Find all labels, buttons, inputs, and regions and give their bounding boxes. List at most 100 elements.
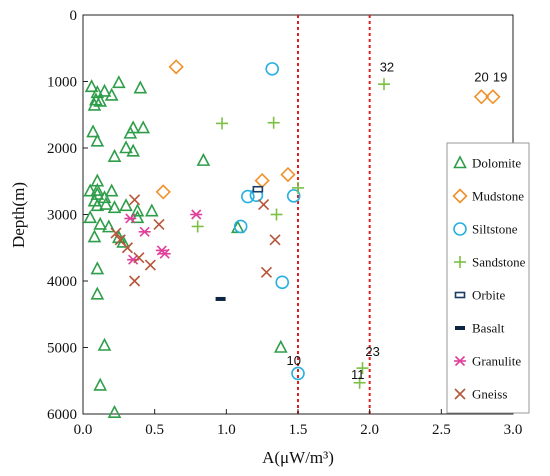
y-axis-title: Depth(m) — [9, 182, 28, 248]
x-tick-label: 1.0 — [217, 422, 236, 438]
point-annotation: 23 — [365, 344, 379, 359]
dolomite-point — [130, 203, 145, 217]
siltstone-point — [241, 189, 255, 204]
sandstone-point — [292, 181, 304, 194]
dolomite-point — [93, 93, 108, 107]
point-annotation: 10 — [287, 353, 301, 368]
point-annotation: 32 — [380, 60, 394, 75]
orbite-point — [252, 185, 264, 193]
legend-swatch — [453, 155, 467, 169]
legend-item-gneiss: Gneiss — [454, 387, 507, 402]
sandstone-point — [191, 220, 204, 233]
x-axis-ticks: 0.0 0.5 1.0 1.5 2.0 2.5 3.0 — [74, 409, 523, 438]
y-tick-label: 1000 — [47, 75, 77, 91]
sandstone-point — [353, 376, 366, 389]
dolomite-point — [86, 124, 100, 138]
dolomite-point — [83, 183, 97, 197]
legend: Dolomite Mudstone Siltstone Sandstone Orbite… — [446, 142, 530, 414]
x-tick-label: 3.0 — [504, 422, 523, 438]
dolomite-point — [97, 83, 112, 97]
gneiss-point — [129, 275, 141, 287]
x-tick-label: 1.5 — [289, 422, 308, 438]
dolomite-point — [126, 120, 140, 134]
legend-box — [446, 142, 530, 414]
dolomite-point — [119, 140, 133, 154]
dolomite-point — [126, 143, 140, 157]
legend-label: Dolomite — [472, 156, 521, 171]
legend-swatch — [453, 222, 467, 236]
y-tick-label: 2000 — [47, 141, 77, 157]
granulite-point — [190, 209, 203, 220]
x-axis-title: A(μW/m³) — [262, 448, 334, 467]
gneiss-point — [121, 242, 133, 254]
gneiss-point — [260, 266, 273, 278]
dolomite-point — [90, 173, 105, 187]
dolomite-point — [87, 229, 102, 243]
y-tick-label: 4000 — [47, 274, 77, 290]
reference-lines — [297, 15, 371, 414]
gneiss-point — [258, 198, 270, 211]
mudstone-point — [473, 89, 490, 105]
y-tick-label: 0 — [70, 8, 78, 24]
mudstone-point — [280, 166, 296, 183]
dolomite-point — [84, 79, 99, 93]
dolomite-point — [144, 203, 159, 217]
granulite-point — [158, 248, 171, 259]
point-annotation: 11 — [351, 367, 365, 382]
dolomite-point — [97, 337, 112, 351]
dolomite-point — [107, 148, 122, 162]
sandstone-point — [270, 208, 283, 221]
point-annotation: 19 — [493, 70, 507, 85]
sandstone-point — [356, 362, 369, 375]
gneiss-point — [133, 252, 145, 264]
siltstone-point — [291, 366, 305, 381]
dolomite-point — [101, 219, 116, 233]
gneiss-point — [110, 227, 122, 239]
granulite-point — [124, 213, 137, 224]
legend-label: Mudstone — [472, 189, 524, 204]
sandstone-point — [378, 78, 390, 91]
gneiss-point — [153, 218, 165, 231]
dolomite-point — [93, 216, 108, 230]
dolomite-point — [90, 286, 105, 300]
dolomite-point — [90, 133, 105, 147]
legend-label: Orbite — [472, 288, 505, 303]
siltstone-point — [233, 219, 248, 234]
dolomite-point — [104, 183, 119, 197]
x-tick-label: 0.0 — [74, 422, 93, 438]
legend-label: Granulite — [472, 354, 521, 369]
dolomite-point — [123, 125, 138, 139]
point-annotations: 3220198102311 — [287, 60, 508, 382]
legend-item-sandstone: Sandstone — [454, 255, 526, 270]
dolomite-point — [107, 404, 122, 418]
legend-label: Basalt — [472, 321, 505, 336]
dolomite-point — [90, 182, 105, 196]
siltstone-point — [286, 189, 301, 203]
y-tick-label: 6000 — [47, 407, 77, 423]
mudstone-point — [485, 89, 501, 105]
legend-swatch — [454, 291, 466, 299]
siltstone-point — [275, 275, 290, 290]
dolomite-point — [136, 120, 151, 134]
legend-item-basalt: Basalt — [455, 321, 505, 336]
legend-item-orbite: Orbite — [454, 288, 505, 303]
point-annotation: 20 — [474, 70, 488, 85]
x-tick-label: 2.5 — [432, 422, 451, 438]
dolomite-point — [112, 75, 126, 89]
dolomite-point — [93, 377, 108, 391]
dolomite-point — [107, 200, 122, 214]
dolomite-point — [99, 196, 113, 210]
legend-swatch — [454, 355, 466, 367]
legend-item-granulite: Granulite — [454, 354, 521, 369]
dolomite-point — [119, 198, 133, 212]
dolomite-point — [196, 152, 211, 166]
dolomite-point — [87, 97, 102, 111]
mudstone-point — [254, 172, 270, 189]
siltstone-point — [265, 62, 280, 76]
gneiss-point — [144, 259, 156, 271]
y-axis-ticks: 0 1000 2000 3000 4000 5000 6000 — [47, 8, 88, 423]
x-tick-label: 0.5 — [145, 422, 164, 438]
dolomite-point — [90, 198, 105, 212]
gneiss-point — [269, 234, 281, 246]
dolomite-point — [83, 210, 97, 224]
